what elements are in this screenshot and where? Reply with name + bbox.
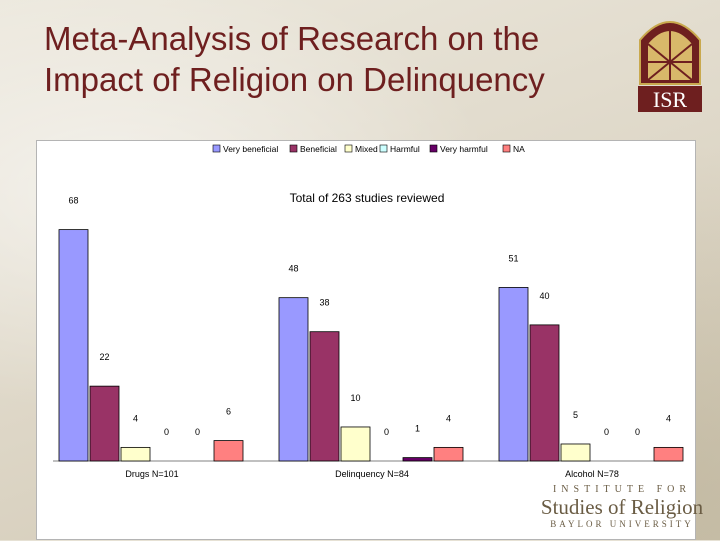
bar-value-label: 5 xyxy=(573,410,578,420)
bar xyxy=(89,385,120,462)
category-label: Alcohol N=78 xyxy=(565,469,619,479)
bar-value-label: 10 xyxy=(350,393,360,403)
legend-label: NA xyxy=(513,144,525,154)
legend-swatch xyxy=(502,144,511,153)
bar xyxy=(120,446,151,462)
chart-title: Total of 263 studies reviewed xyxy=(290,191,445,205)
bars-group xyxy=(58,229,684,462)
bar-value-label: 38 xyxy=(319,298,329,308)
legend-label: Mixed xyxy=(355,144,378,154)
bar-value-label: 1 xyxy=(415,424,420,434)
legend-label: Beneficial xyxy=(300,144,337,154)
footer-logo-line3: BAYLOR UNIVERSITY xyxy=(550,519,694,529)
bar-value-label: 0 xyxy=(635,427,640,437)
legend-swatch xyxy=(212,144,221,153)
bar xyxy=(560,443,591,462)
bar xyxy=(340,426,371,462)
legend-swatch xyxy=(289,144,298,153)
category-label: Delinquency N=84 xyxy=(335,469,409,479)
chart-panel: Very beneficial Beneficial Mixed Harmful Ver… xyxy=(36,140,696,540)
bar xyxy=(58,229,89,462)
bar-value-label: 0 xyxy=(604,427,609,437)
bar xyxy=(498,287,529,462)
legend-swatch xyxy=(379,144,388,153)
bar xyxy=(213,440,244,462)
bar-value-label: 22 xyxy=(99,352,109,362)
bar-value-label: 51 xyxy=(508,253,518,263)
bar-value-label: 0 xyxy=(195,427,200,437)
bar-chart: Very beneficial Beneficial Mixed Harmful Ver… xyxy=(53,144,684,479)
bar xyxy=(433,446,464,462)
bar-value-label: 0 xyxy=(384,427,389,437)
isr-logo-text: ISR xyxy=(653,87,688,112)
legend-swatch xyxy=(429,144,438,153)
legend-label: Harmful xyxy=(390,144,420,154)
bar-value-label: 68 xyxy=(68,196,78,206)
bar xyxy=(529,324,560,462)
footer-logo-line1: INSTITUTE FOR xyxy=(552,484,692,495)
bar-value-label: 0 xyxy=(164,427,169,437)
bar-value-label: 4 xyxy=(133,413,138,423)
category-labels-group: Drugs N=101 Delinquency N=84 Alcohol N=78 xyxy=(125,469,619,479)
bar-value-label: 48 xyxy=(288,264,298,274)
bar xyxy=(309,331,340,462)
bar xyxy=(278,297,309,462)
legend-label: Very harmful xyxy=(440,144,488,154)
category-label: Drugs N=101 xyxy=(125,469,178,479)
isr-shield-icon: ISR xyxy=(638,21,702,112)
bar-value-label: 40 xyxy=(539,291,549,301)
slide-title: Meta-Analysis of Research on the Impact … xyxy=(44,20,545,98)
legend-swatch xyxy=(344,144,353,153)
bar-value-label: 4 xyxy=(446,413,451,423)
bar xyxy=(402,457,433,462)
bar xyxy=(653,446,684,462)
legend-label: Very beneficial xyxy=(223,144,278,154)
isr-logo: ISR xyxy=(636,10,704,114)
chart-legend: Very beneficial Beneficial Mixed Harmful Ver… xyxy=(212,144,525,154)
bar-value-label: 4 xyxy=(666,413,671,423)
footer-logo: INSTITUTE FOR Studies of Religion BAYLOR… xyxy=(530,484,714,529)
bar-value-label: 6 xyxy=(226,407,231,417)
footer-logo-line2: Studies of Religion xyxy=(540,495,704,519)
